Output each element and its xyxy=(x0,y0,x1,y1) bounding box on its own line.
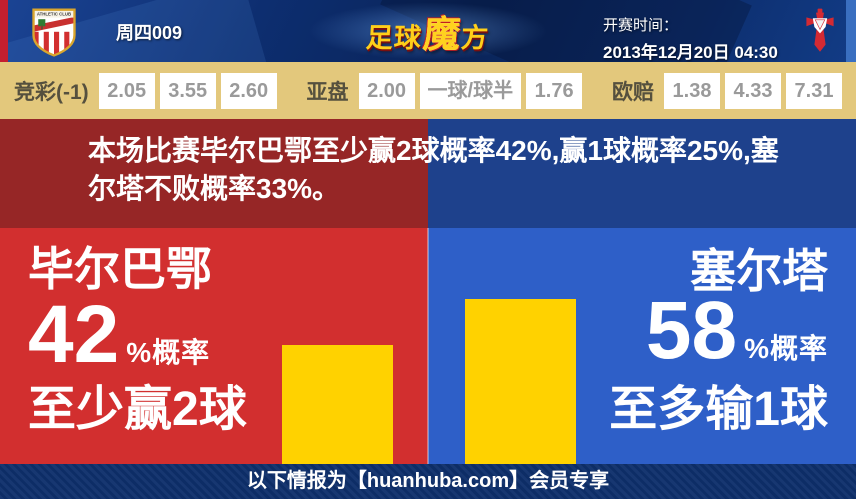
oupei-home-odds: 1.38 xyxy=(663,72,720,109)
jingcai-draw-odds: 3.55 xyxy=(159,72,216,109)
kickoff-time-value: 2013年12月20日 04:30 xyxy=(603,43,778,62)
football-cube-logo: 足球 魔 方 xyxy=(365,4,492,58)
brand-part-1: 足球 xyxy=(364,23,424,53)
home-team-name: 毕尔巴鄂 xyxy=(28,243,212,295)
away-outcome-label: 至多输1球 xyxy=(609,383,828,436)
oupei-draw-odds: 4.33 xyxy=(724,72,781,109)
away-probability: 58 %概率 xyxy=(646,290,828,372)
probability-panels: 毕尔巴鄂 42 %概率 至少赢2球 塞尔塔 58 %概率 至多输1球 xyxy=(0,228,856,464)
summary-text: 本场比赛毕尔巴鄂至少赢2球概率42%,赢1球概率25%,塞尔塔不败概率33%。 xyxy=(88,135,779,204)
oupei-away-odds: 7.31 xyxy=(785,72,842,109)
away-probability-bar xyxy=(465,299,576,464)
crest-banner-text: ATHLETIC CLUB xyxy=(37,12,71,17)
yapan-label: 亚盘 xyxy=(306,80,349,104)
jingcai-label: 竞彩(-1) xyxy=(14,80,89,104)
brand-glow xyxy=(308,2,548,60)
match-code-label: 周四009 xyxy=(116,23,183,43)
panel-divider xyxy=(427,228,429,464)
yapan-handicap: 一球/球半 xyxy=(419,72,522,109)
yapan-away-odds: 1.76 xyxy=(526,72,583,109)
home-outcome-label: 至少赢2球 xyxy=(28,383,247,436)
odds-group-oupei: 欧赔 1.38 4.33 7.31 xyxy=(611,72,842,109)
athletic-club-crest-icon: ATHLETIC CLUB xyxy=(26,5,82,62)
odds-group-yapan: 亚盘 2.00 一球/球半 1.76 xyxy=(306,72,583,109)
kickoff-time-block: 开赛时间： 2013年12月20日 04:30 xyxy=(603,14,778,62)
top-bar: ATHLETIC CLUB 周四009 足球 魔 方 开赛时间： 2013年12… xyxy=(0,0,856,62)
home-probability-bar xyxy=(282,345,393,464)
yapan-home-odds: 2.00 xyxy=(358,72,415,109)
jingcai-away-odds: 2.60 xyxy=(220,72,277,109)
odds-bar: 竞彩(-1) 2.05 3.55 2.60 亚盘 2.00 一球/球半 1.76… xyxy=(0,62,856,119)
away-probability-value: 58 xyxy=(645,285,738,376)
jingcai-home-odds: 2.05 xyxy=(98,72,155,109)
brand-part-2: 魔 xyxy=(421,14,462,55)
right-blue-edge-stripe xyxy=(846,0,856,62)
kickoff-label: 开赛时间： xyxy=(603,17,679,34)
left-red-edge-stripe xyxy=(0,0,8,62)
away-team-name: 塞尔塔 xyxy=(690,245,828,297)
oupei-label: 欧赔 xyxy=(611,80,654,104)
odds-group-jingcai: 竞彩(-1) 2.05 3.55 2.60 xyxy=(14,72,277,109)
home-probability-value: 42 xyxy=(28,289,120,380)
home-probability-suffix: %概率 xyxy=(126,337,211,368)
away-probability-suffix: %概率 xyxy=(744,333,828,364)
footer-membership-notice: 以下情报为【huanhuba.com】会员专享 xyxy=(0,464,856,499)
probability-summary-banner: 本场比赛毕尔巴鄂至少赢2球概率42%,赢1球概率25%,塞尔塔不败概率33%。 xyxy=(0,119,856,228)
home-probability: 42 %概率 xyxy=(28,294,210,376)
celta-vigo-crest-icon xyxy=(804,5,836,62)
brand-part-3: 方 xyxy=(459,23,491,53)
